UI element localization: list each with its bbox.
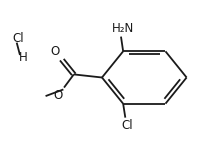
Text: O: O [54, 89, 63, 102]
Text: H₂N: H₂N [112, 22, 134, 35]
Text: O: O [50, 45, 59, 58]
Text: H: H [18, 51, 27, 64]
Text: Cl: Cl [122, 120, 133, 133]
Text: Cl: Cl [12, 32, 24, 45]
